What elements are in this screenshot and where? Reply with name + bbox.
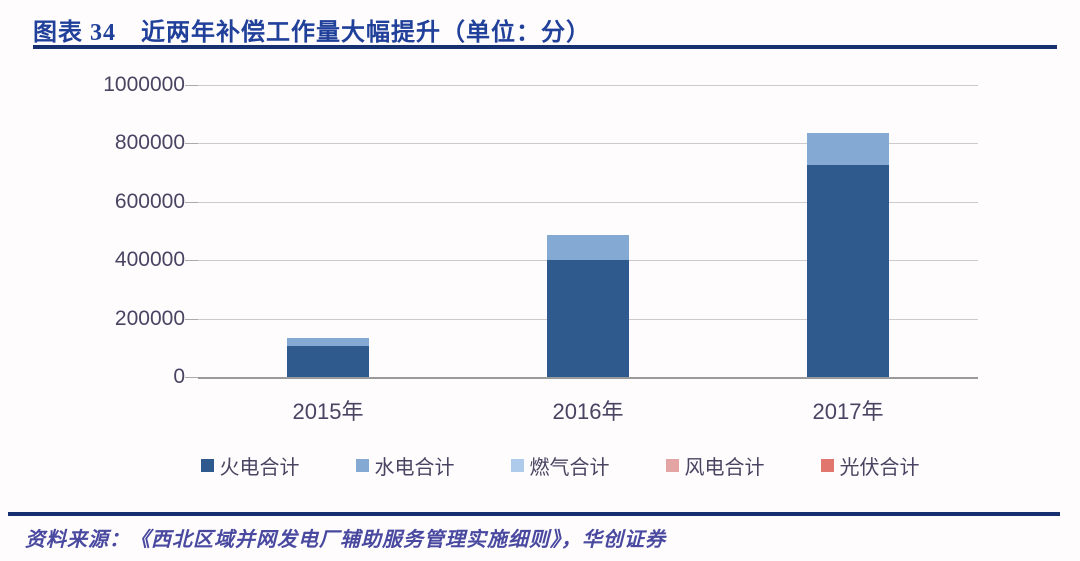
y-tick-label: 200000: [114, 306, 185, 330]
bar-segment: [807, 165, 889, 377]
x-tick-label: 2016年: [552, 399, 624, 424]
legend-label: 光伏合计: [839, 457, 920, 479]
bar-segment: [547, 235, 629, 261]
source-attribution: 资料来源：《西北区域并网发电厂辅助服务管理实施细则》，华创证券: [25, 529, 666, 551]
footer-divider: [8, 512, 1060, 516]
y-tick-label: 600000: [114, 189, 185, 213]
chart-legend: 火电合计 水电合计 燃气合计 风电合计 光伏合计: [0, 451, 1080, 480]
legend-swatch-icon: [665, 459, 679, 472]
legend-item: 光伏合计: [820, 451, 920, 480]
legend-swatch-icon: [200, 459, 214, 472]
y-tick-mark: [185, 260, 198, 262]
legend-item: 火电合计: [200, 451, 300, 480]
x-axis-line: [198, 377, 978, 379]
title-divider: [33, 45, 1057, 49]
gridline: [198, 85, 978, 86]
y-tick-mark: [185, 377, 198, 378]
x-tick-label: 2015年: [292, 399, 364, 424]
y-tick-mark: [185, 201, 198, 203]
y-tick-label: 0: [173, 365, 185, 388]
gridline: [198, 201, 978, 203]
legend-swatch-icon: [510, 459, 524, 472]
legend-swatch-icon: [820, 459, 834, 472]
legend-item: 燃气合计: [510, 451, 610, 480]
figure-title: 图表 34 近两年补偿工作量大幅提升（单位：分）: [33, 20, 591, 46]
y-tick-mark: [185, 143, 198, 145]
y-tick-label: 1000000: [103, 73, 185, 96]
y-tick-label: 800000: [114, 131, 185, 155]
legend-label: 风电合计: [684, 457, 765, 479]
bar-segment: [287, 346, 369, 377]
gridline: [198, 143, 978, 145]
plot-area: [185, 85, 978, 379]
legend-label: 火电合计: [219, 457, 300, 479]
legend-item: 水电合计: [355, 451, 455, 480]
bar-segment: [547, 260, 629, 377]
bar-segment: [287, 337, 369, 347]
legend-item: 风电合计: [665, 451, 765, 480]
legend-label: 燃气合计: [529, 457, 610, 479]
bar-segment: [807, 133, 889, 166]
y-tick-mark: [185, 318, 198, 320]
x-tick-label: 2017年: [812, 399, 884, 424]
legend-swatch-icon: [355, 459, 369, 472]
legend-label: 水电合计: [374, 457, 455, 479]
y-tick-mark: [185, 85, 198, 86]
y-tick-label: 400000: [114, 248, 185, 272]
